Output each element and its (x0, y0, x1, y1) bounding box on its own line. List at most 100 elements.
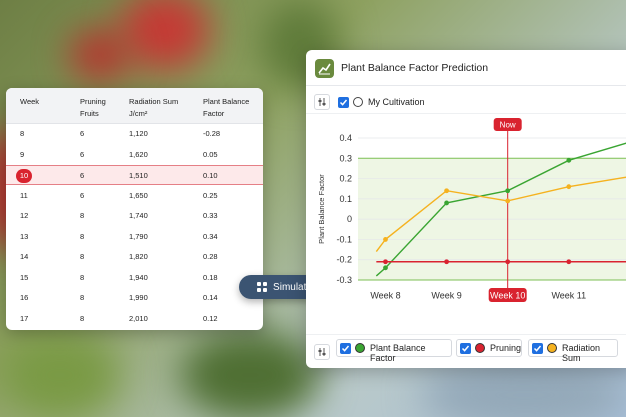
table-cell-pruning: 6 (80, 171, 85, 180)
table-cell-pruning: 8 (80, 293, 85, 302)
table-row[interactable]: 11 6 1,650 0.25 (6, 186, 263, 206)
table-cell-radiation: 1,790 (129, 231, 148, 241)
table-cell-pbf: 0.33 (203, 211, 218, 220)
table-cell-radiation: 1,740 (129, 211, 148, 220)
legend-bar (306, 334, 626, 368)
legend-label: Plant Balance Factor (370, 343, 426, 363)
check-icon (461, 345, 470, 352)
table-cell-radiation: 1,510 (129, 171, 148, 180)
y-tick-label: -0.2 (336, 255, 352, 265)
table-cell-radiation: 1,120 (129, 129, 148, 138)
grid-icon (257, 282, 268, 292)
data-point (444, 200, 449, 206)
table-row[interactable]: 9 6 1,620 0.05 (6, 145, 263, 165)
data-point (566, 157, 572, 163)
my-cultivation-color-dot (353, 97, 363, 107)
background-blob (120, 0, 210, 70)
data-point (383, 265, 388, 271)
background-blob (0, 330, 120, 417)
line-chart-icon (315, 59, 334, 78)
legend-color-dot (547, 343, 557, 353)
table-row[interactable]: 16 8 1,990 0.14 (6, 288, 263, 308)
table-cell-radiation: 1,620 (129, 149, 148, 159)
legend-checkbox[interactable] (532, 343, 543, 354)
my-cultivation-label: My Cultivation (368, 97, 425, 107)
check-icon (341, 345, 350, 352)
legend-checkbox[interactable] (460, 343, 471, 354)
cultivation-filter-bar: My Cultivation (306, 90, 626, 114)
table-cell-pbf: 0.12 (203, 313, 218, 323)
data-point (383, 237, 388, 242)
weekly-data-table: Week Pruning Fruits Radiation Sum J/cm² … (6, 88, 263, 330)
x-tick-label: Week 11 (551, 291, 586, 301)
y-tick-label: 0 (347, 214, 352, 224)
table-cell-pbf: 0.14 (203, 293, 218, 302)
table-cell-radiation: 2,010 (129, 313, 148, 323)
legend-item-pruning[interactable]: Pruning (456, 339, 522, 357)
filter-settings-button[interactable] (314, 94, 330, 110)
table-cell-week: 15 (20, 272, 29, 282)
data-point (505, 188, 511, 194)
legend-color-dot (355, 343, 365, 353)
check-icon (339, 99, 348, 106)
data-point (444, 259, 449, 265)
table-cell-radiation: 1,820 (129, 252, 148, 261)
table-row[interactable]: 17 8 2,010 0.12 (6, 309, 263, 329)
x-tick-now-badge (488, 288, 527, 302)
table-row-highlighted[interactable]: 10 6 1,510 0.10 (6, 165, 263, 185)
table-row[interactable]: 14 8 1,820 0.28 (6, 247, 263, 267)
y-tick-label: -0.3 (336, 275, 352, 285)
my-cultivation-checkbox[interactable] (338, 97, 349, 108)
table-cell-pruning: 8 (80, 231, 85, 241)
column-header-pruning: Pruning Fruits (80, 97, 106, 118)
legend-label: Pruning (490, 343, 522, 353)
table-cell-radiation: 1,990 (129, 293, 148, 302)
y-tick-label: 0.4 (339, 133, 352, 143)
table-cell-pruning: 6 (80, 149, 85, 159)
background-blob (180, 330, 320, 417)
table-row[interactable]: 12 8 1,740 0.33 (6, 206, 263, 226)
y-tick-label: 0.1 (339, 194, 352, 204)
legend-checkbox[interactable] (340, 343, 351, 354)
now-badge (493, 118, 522, 131)
column-header-pbf: Plant Balance Factor (203, 97, 250, 118)
now-label: Now (500, 121, 516, 130)
table-cell-week: 14 (20, 252, 29, 261)
column-header-week: Week (20, 97, 40, 106)
background-blob (420, 360, 626, 417)
data-point (566, 184, 572, 190)
table-cell-week: 9 (20, 149, 25, 159)
table-cell-pruning: 8 (80, 252, 85, 261)
table-cell-pbf: -0.28 (203, 129, 221, 138)
y-tick-label: 0.2 (339, 174, 352, 184)
table-cell-pbf: 0.25 (203, 190, 218, 200)
legend-item-radiation-sum[interactable]: Radiation Sum (528, 339, 618, 363)
column-header-radiation: Radiation Sum J/cm² (129, 97, 179, 118)
table-cell-week: 11 (20, 190, 28, 200)
y-tick-label: -0.1 (336, 234, 352, 244)
legend-color-dot (475, 343, 485, 353)
table-cell-pruning: 8 (80, 272, 85, 282)
table-cell-week: 17 (20, 313, 29, 323)
sliders-icon (318, 98, 326, 106)
table-row[interactable]: 15 8 1,940 0.18 (6, 268, 263, 288)
table-cell-week: 8 (20, 129, 25, 138)
y-tick-label: 0.3 (339, 153, 352, 163)
check-icon (533, 345, 542, 352)
panel-title: Plant Balance Factor Prediction (341, 62, 489, 74)
table-cell-week: 16 (20, 293, 29, 302)
table-row[interactable]: 8 6 1,120 -0.28 (6, 124, 263, 144)
table-cell-pbf: 0.34 (203, 231, 218, 241)
table-row[interactable]: 13 8 1,790 0.34 (6, 227, 263, 247)
table-cell-radiation: 1,650 (129, 190, 148, 200)
legend-settings-button[interactable] (314, 344, 330, 360)
data-point (505, 259, 511, 265)
table-cell-pbf: 0.10 (203, 171, 218, 180)
data-point (566, 259, 572, 265)
legend-item-plant-balance-factor[interactable]: Plant Balance Factor (336, 339, 452, 363)
table-cell-week: 12 (20, 211, 29, 220)
sliders-icon (318, 348, 326, 356)
x-tick-label: Week 9 (431, 291, 461, 301)
current-week-badge: 10 (16, 169, 32, 183)
table-cell-radiation: 1,940 (129, 272, 148, 282)
